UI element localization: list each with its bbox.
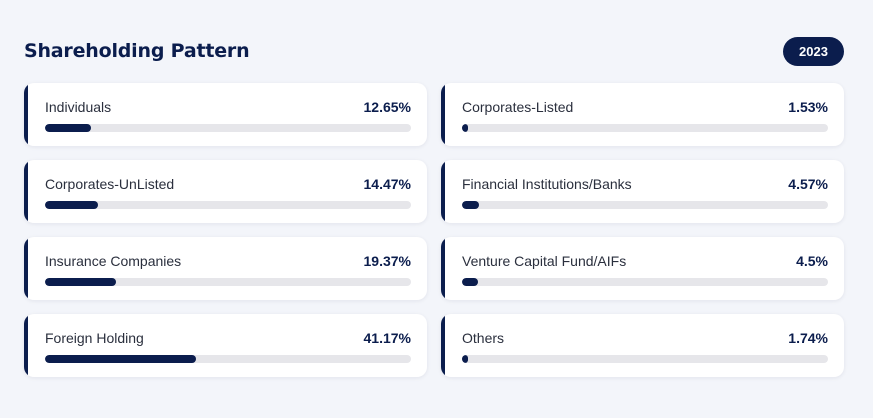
holding-card-foreign-holding[interactable]: Foreign Holding 41.17%: [24, 314, 427, 377]
holding-value: 41.17%: [363, 330, 411, 346]
progress-track: [45, 355, 411, 363]
progress-fill: [45, 201, 98, 209]
progress-fill: [462, 278, 479, 286]
card-header: Financial Institutions/Banks 4.57%: [462, 176, 828, 192]
card-header: Corporates-Listed 1.53%: [462, 99, 828, 115]
holding-value: 1.74%: [788, 330, 828, 346]
holding-card-corporates-listed[interactable]: Corporates-Listed 1.53%: [441, 83, 844, 146]
progress-track: [45, 124, 411, 132]
section-header: Shareholding Pattern 2023: [24, 36, 844, 66]
holding-label: Individuals: [45, 99, 112, 115]
progress-track: [45, 201, 411, 209]
holding-card-financial-institutions[interactable]: Financial Institutions/Banks 4.57%: [441, 160, 844, 223]
holding-value: 19.37%: [363, 253, 411, 269]
holding-card-venture-capital[interactable]: Venture Capital Fund/AIFs 4.5%: [441, 237, 844, 300]
year-selector-button[interactable]: 2023: [783, 36, 844, 66]
holding-card-corporates-unlisted[interactable]: Corporates-UnListed 14.47%: [24, 160, 427, 223]
holding-label: Corporates-Listed: [462, 99, 574, 115]
holding-value: 14.47%: [363, 176, 411, 192]
progress-fill: [462, 355, 469, 363]
progress-track: [462, 124, 828, 132]
holding-value: 4.57%: [788, 176, 828, 192]
progress-fill: [462, 124, 468, 132]
holding-value: 1.53%: [788, 99, 828, 115]
holding-value: 12.65%: [363, 99, 411, 115]
progress-track: [462, 278, 828, 286]
progress-fill: [45, 355, 196, 363]
card-header: Individuals 12.65%: [45, 99, 411, 115]
card-header: Insurance Companies 19.37%: [45, 253, 411, 269]
page-title: Shareholding Pattern: [24, 40, 250, 62]
progress-fill: [462, 201, 479, 209]
progress-fill: [45, 124, 92, 132]
holdings-grid: Individuals 12.65% Corporates-Listed 1.5…: [24, 83, 844, 377]
card-header: Foreign Holding 41.17%: [45, 330, 411, 346]
card-header: Others 1.74%: [462, 330, 828, 346]
progress-fill: [45, 278, 116, 286]
holding-value: 4.5%: [796, 253, 828, 269]
holding-label: Corporates-UnListed: [45, 176, 175, 192]
holding-label: Foreign Holding: [45, 330, 144, 346]
progress-track: [462, 355, 828, 363]
holding-label: Venture Capital Fund/AIFs: [462, 253, 627, 269]
card-header: Corporates-UnListed 14.47%: [45, 176, 411, 192]
holding-label: Financial Institutions/Banks: [462, 176, 632, 192]
holding-label: Insurance Companies: [45, 253, 182, 269]
progress-track: [462, 201, 828, 209]
holding-card-individuals[interactable]: Individuals 12.65%: [24, 83, 427, 146]
holding-label: Others: [462, 330, 505, 346]
progress-track: [45, 278, 411, 286]
holding-card-others[interactable]: Others 1.74%: [441, 314, 844, 377]
card-header: Venture Capital Fund/AIFs 4.5%: [462, 253, 828, 269]
holding-card-insurance-companies[interactable]: Insurance Companies 19.37%: [24, 237, 427, 300]
